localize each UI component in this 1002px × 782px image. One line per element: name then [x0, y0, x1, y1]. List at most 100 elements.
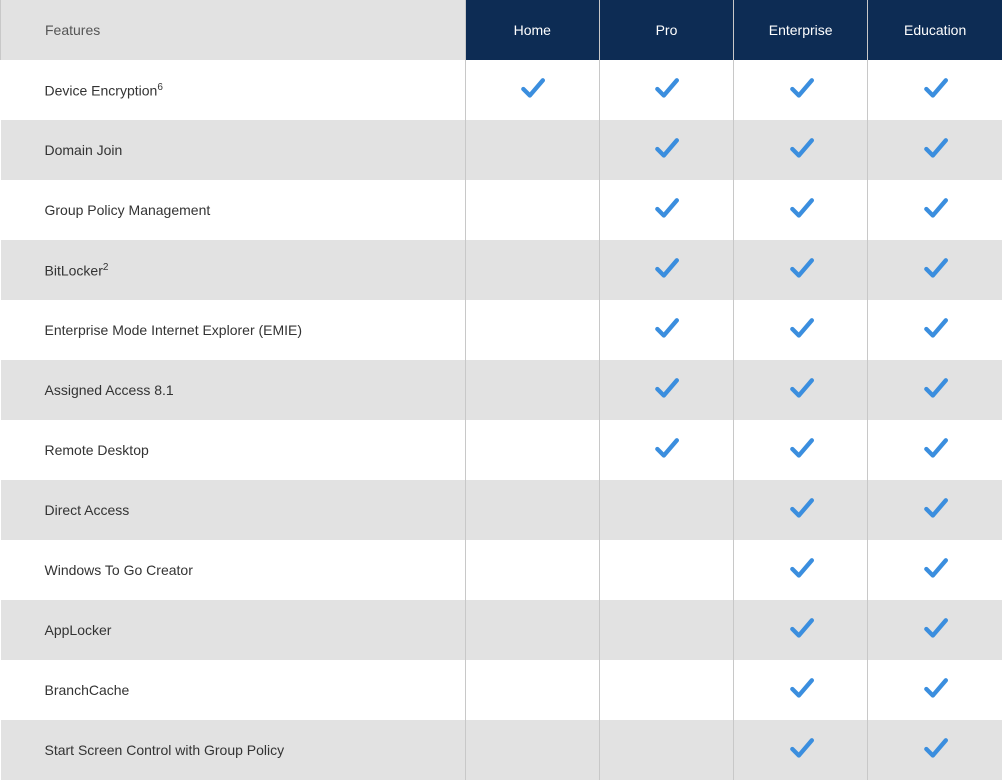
check-icon — [788, 676, 814, 702]
feature-name-cell: Direct Access — [1, 480, 466, 540]
edition-column-header: Pro — [599, 0, 733, 60]
availability-cell — [868, 600, 1002, 660]
features-column-header: Features — [1, 0, 466, 60]
feature-name-cell: Enterprise Mode Internet Explorer (EMIE) — [1, 300, 466, 360]
feature-name-cell: Remote Desktop — [1, 420, 466, 480]
check-icon — [788, 76, 814, 102]
check-icon — [653, 256, 679, 282]
check-icon — [653, 136, 679, 162]
table-row: Device Encryption6 — [1, 60, 1002, 120]
availability-cell — [599, 660, 733, 720]
availability-cell — [599, 600, 733, 660]
feature-label: Start Screen Control with Group Policy — [45, 742, 285, 758]
check-icon — [788, 496, 814, 522]
availability-cell — [868, 120, 1002, 180]
availability-cell — [465, 660, 599, 720]
table-row: BranchCache — [1, 660, 1002, 720]
availability-cell — [734, 360, 868, 420]
availability-cell — [465, 600, 599, 660]
check-icon — [788, 196, 814, 222]
availability-cell — [868, 180, 1002, 240]
feature-label: Direct Access — [45, 502, 130, 518]
check-icon — [788, 316, 814, 342]
availability-cell — [868, 300, 1002, 360]
check-icon — [922, 196, 948, 222]
availability-cell — [599, 60, 733, 120]
availability-cell — [734, 660, 868, 720]
edition-column-header: Enterprise — [734, 0, 868, 60]
availability-cell — [599, 720, 733, 780]
availability-cell — [868, 60, 1002, 120]
table-row: AppLocker — [1, 600, 1002, 660]
check-icon — [922, 76, 948, 102]
check-icon — [922, 556, 948, 582]
availability-cell — [734, 540, 868, 600]
availability-cell — [734, 600, 868, 660]
table-row: BitLocker2 — [1, 240, 1002, 300]
table-row: Remote Desktop — [1, 420, 1002, 480]
feature-name-cell: Group Policy Management — [1, 180, 466, 240]
availability-cell — [734, 180, 868, 240]
feature-label: Device Encryption — [45, 82, 158, 98]
feature-name-cell: AppLocker — [1, 600, 466, 660]
check-icon — [922, 676, 948, 702]
feature-name-cell: Windows To Go Creator — [1, 540, 466, 600]
feature-comparison-table: Features Home Pro Enterprise Education D… — [0, 0, 1002, 780]
availability-cell — [465, 300, 599, 360]
feature-name-cell: Assigned Access 8.1 — [1, 360, 466, 420]
availability-cell — [734, 60, 868, 120]
availability-cell — [599, 300, 733, 360]
availability-cell — [599, 540, 733, 600]
availability-cell — [734, 720, 868, 780]
table-row: Assigned Access 8.1 — [1, 360, 1002, 420]
availability-cell — [868, 360, 1002, 420]
availability-cell — [465, 180, 599, 240]
check-icon — [922, 736, 948, 762]
availability-cell — [599, 240, 733, 300]
check-icon — [788, 616, 814, 642]
availability-cell — [734, 300, 868, 360]
availability-cell — [465, 720, 599, 780]
check-icon — [922, 316, 948, 342]
feature-label: Assigned Access 8.1 — [45, 382, 174, 398]
table-header-row: Features Home Pro Enterprise Education — [1, 0, 1002, 60]
check-icon — [788, 736, 814, 762]
feature-name-cell: Domain Join — [1, 120, 466, 180]
feature-label: Enterprise Mode Internet Explorer (EMIE) — [45, 322, 303, 338]
availability-cell — [465, 540, 599, 600]
footnote-ref: 2 — [103, 262, 109, 273]
availability-cell — [868, 420, 1002, 480]
feature-label: BranchCache — [45, 682, 130, 698]
feature-name-cell: Device Encryption6 — [1, 60, 466, 120]
feature-label: Remote Desktop — [45, 442, 149, 458]
availability-cell — [868, 720, 1002, 780]
check-icon — [653, 376, 679, 402]
table-row: Group Policy Management — [1, 180, 1002, 240]
edition-column-header: Home — [465, 0, 599, 60]
feature-label: Windows To Go Creator — [45, 562, 193, 578]
availability-cell — [465, 60, 599, 120]
feature-name-cell: Start Screen Control with Group Policy — [1, 720, 466, 780]
check-icon — [788, 556, 814, 582]
feature-name-cell: BitLocker2 — [1, 240, 466, 300]
check-icon — [788, 256, 814, 282]
availability-cell — [599, 480, 733, 540]
check-icon — [922, 496, 948, 522]
check-icon — [788, 436, 814, 462]
availability-cell — [465, 480, 599, 540]
check-icon — [653, 196, 679, 222]
availability-cell — [465, 240, 599, 300]
check-icon — [922, 256, 948, 282]
availability-cell — [734, 480, 868, 540]
availability-cell — [599, 180, 733, 240]
footnote-ref: 6 — [157, 82, 163, 93]
feature-label: BitLocker — [45, 262, 103, 278]
check-icon — [922, 376, 948, 402]
check-icon — [653, 76, 679, 102]
availability-cell — [868, 240, 1002, 300]
availability-cell — [599, 360, 733, 420]
check-icon — [653, 316, 679, 342]
availability-cell — [599, 420, 733, 480]
table-row: Start Screen Control with Group Policy — [1, 720, 1002, 780]
availability-cell — [734, 120, 868, 180]
